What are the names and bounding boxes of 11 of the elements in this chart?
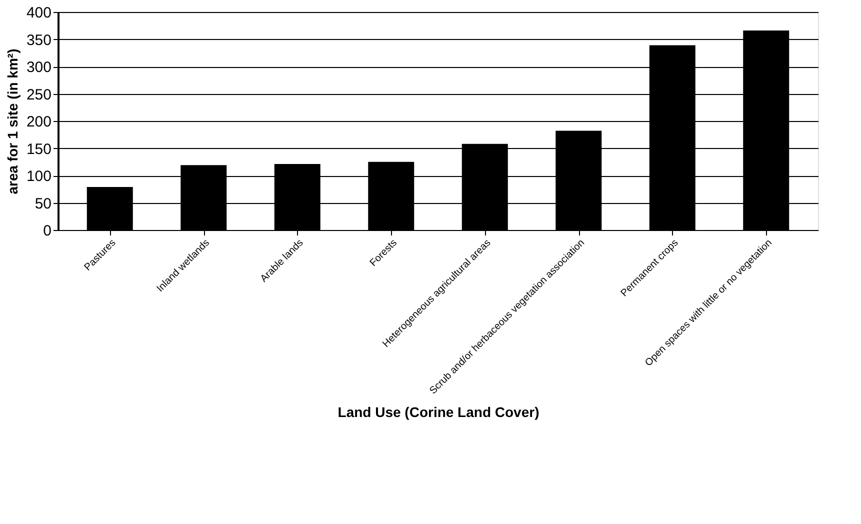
y-tick-label: 300 xyxy=(26,59,52,76)
y-tick-label: 0 xyxy=(43,222,52,240)
y-tick-label: 200 xyxy=(26,114,52,130)
x-axis-title: Land Use (Corine Land Cover) xyxy=(338,404,540,420)
y-tick-label: 250 xyxy=(26,86,52,104)
y-tick-label: 400 xyxy=(26,4,52,22)
y-tick-label: 50 xyxy=(34,195,52,212)
y-tick-label: 100 xyxy=(26,168,52,185)
y-tick-label: 350 xyxy=(26,32,52,49)
y-tick-label: 150 xyxy=(26,140,52,158)
y-axis-title: area for 1 site (in km²) xyxy=(4,48,20,194)
